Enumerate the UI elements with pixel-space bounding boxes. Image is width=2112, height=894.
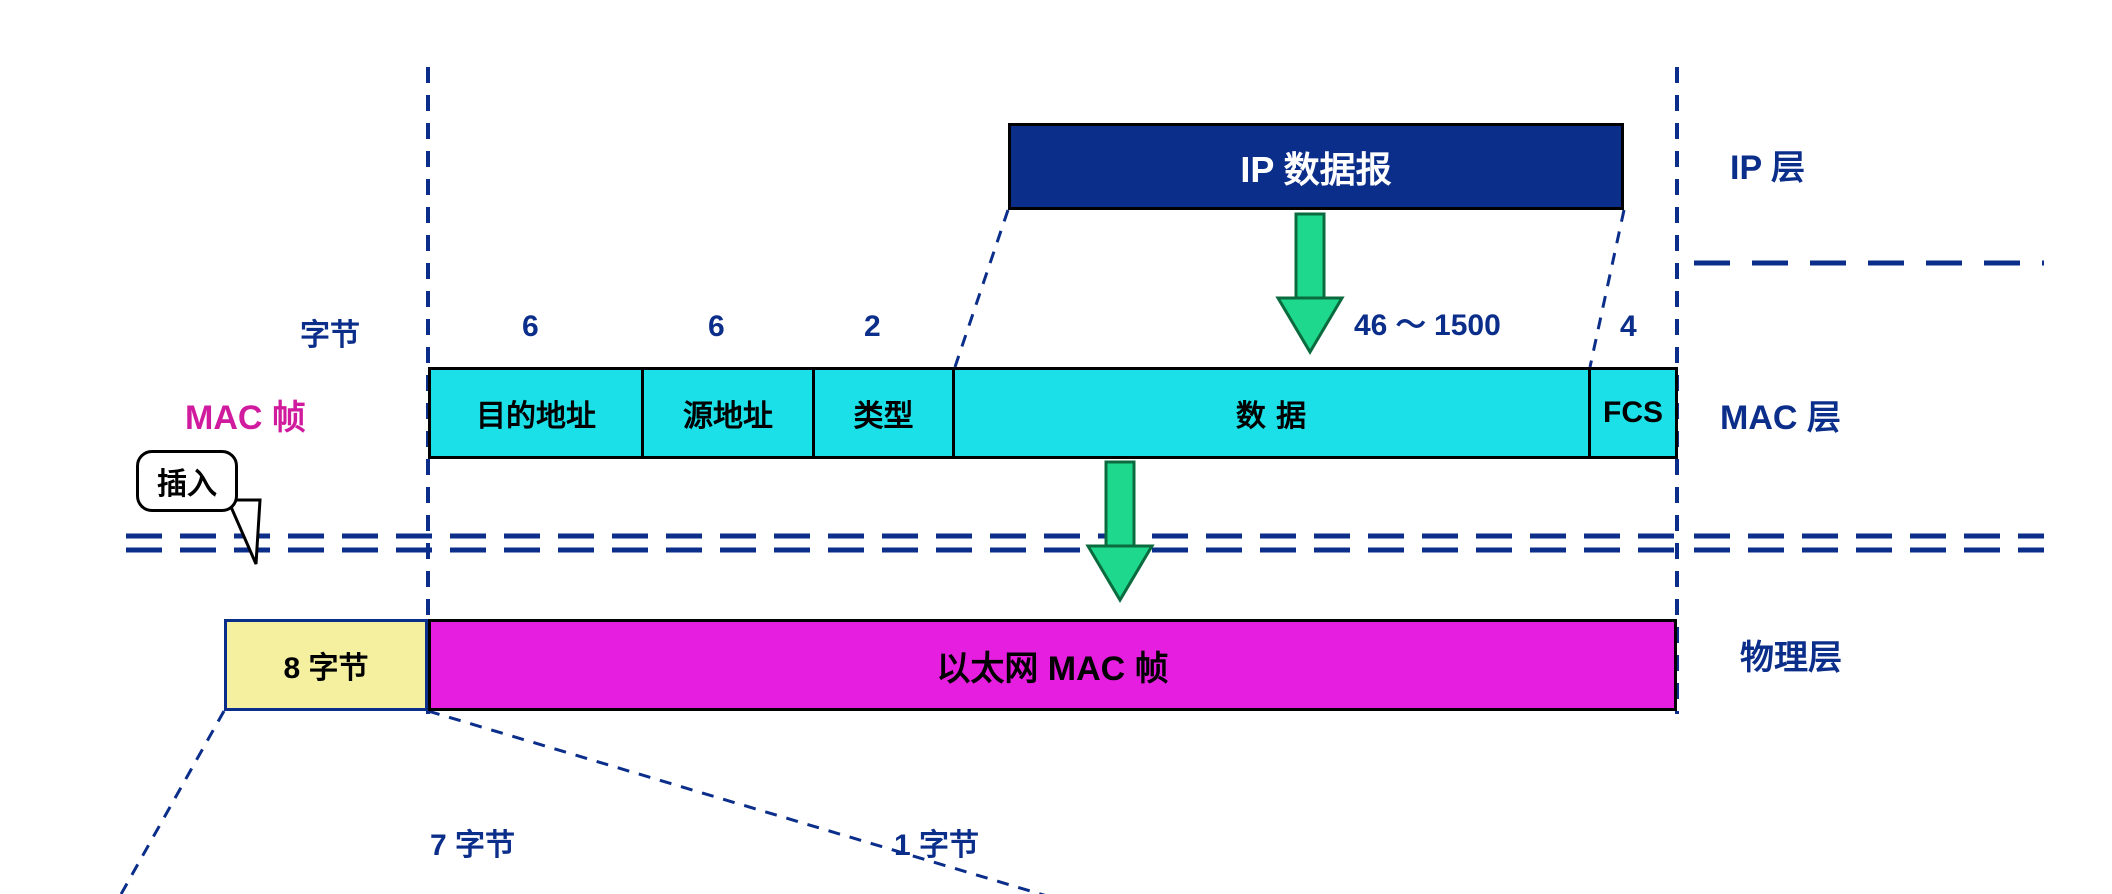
bytes-fcs: 4 xyxy=(1620,310,1637,344)
eight-byte-box: 8 字节 xyxy=(224,619,428,711)
label-byte-word: 字节 xyxy=(300,310,360,354)
field-type: 类型 xyxy=(815,367,955,459)
label-mac-layer: MAC 层 xyxy=(1720,390,1841,439)
label-one-byte: 1 字节 xyxy=(894,820,979,864)
label-mac-frame-left: MAC 帧 xyxy=(185,390,306,439)
label-seven-byte: 7 字节 xyxy=(430,820,515,864)
field-dest: 目的地址 xyxy=(428,367,644,459)
ethernet-mac-bar: 以太网 MAC 帧 xyxy=(428,619,1677,711)
bytes-src: 6 xyxy=(708,310,725,344)
bytes-data: 46 ～ 1500 xyxy=(1354,300,1501,344)
callout-insert: 插入 xyxy=(136,450,238,512)
label-ip-layer: IP 层 xyxy=(1730,140,1805,189)
bytes-type: 2 xyxy=(864,310,881,344)
ip-datagram-box: IP 数据报 xyxy=(1008,123,1624,210)
label-phys-layer: 物理层 xyxy=(1740,630,1842,679)
field-data: 数 据 xyxy=(955,367,1591,459)
bytes-dest: 6 xyxy=(522,310,539,344)
field-src: 源地址 xyxy=(644,367,815,459)
field-fcs: FCS xyxy=(1591,367,1678,459)
